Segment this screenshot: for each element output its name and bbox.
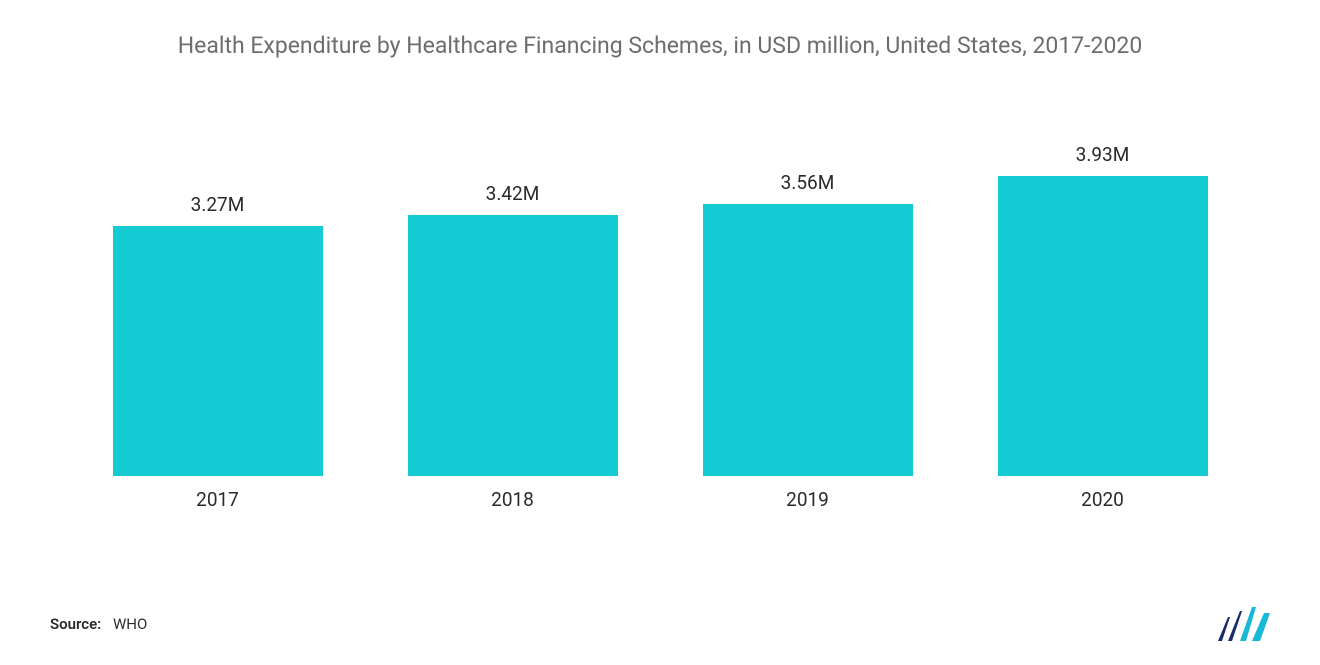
bar-category-label: 2018 bbox=[491, 488, 534, 511]
bar-category-label: 2017 bbox=[196, 488, 239, 511]
chart-plot-area: 3.27M 2017 3.42M 2018 3.56M 2019 3.93M 2… bbox=[50, 111, 1270, 511]
bar-value-label: 3.56M bbox=[781, 171, 835, 194]
bar bbox=[113, 226, 323, 476]
bar bbox=[703, 204, 913, 476]
bar-group: 3.93M 2020 bbox=[955, 111, 1250, 511]
bar-category-label: 2020 bbox=[1081, 488, 1124, 511]
source-value: WHO bbox=[113, 615, 147, 633]
bar bbox=[408, 215, 618, 476]
bar-value-label: 3.93M bbox=[1076, 143, 1130, 166]
bar bbox=[998, 176, 1208, 476]
brand-logo-icon bbox=[1216, 605, 1272, 643]
bar-group: 3.27M 2017 bbox=[70, 111, 365, 511]
source-attribution: Source: WHO bbox=[50, 615, 147, 633]
logo-bars-icon bbox=[1218, 607, 1270, 641]
bar-value-label: 3.27M bbox=[191, 193, 245, 216]
bar-group: 3.42M 2018 bbox=[365, 111, 660, 511]
source-label: Source: bbox=[50, 615, 101, 633]
bar-group: 3.56M 2019 bbox=[660, 111, 955, 511]
bar-category-label: 2019 bbox=[786, 488, 829, 511]
bar-value-label: 3.42M bbox=[486, 182, 540, 205]
chart-title: Health Expenditure by Healthcare Financi… bbox=[85, 30, 1235, 61]
